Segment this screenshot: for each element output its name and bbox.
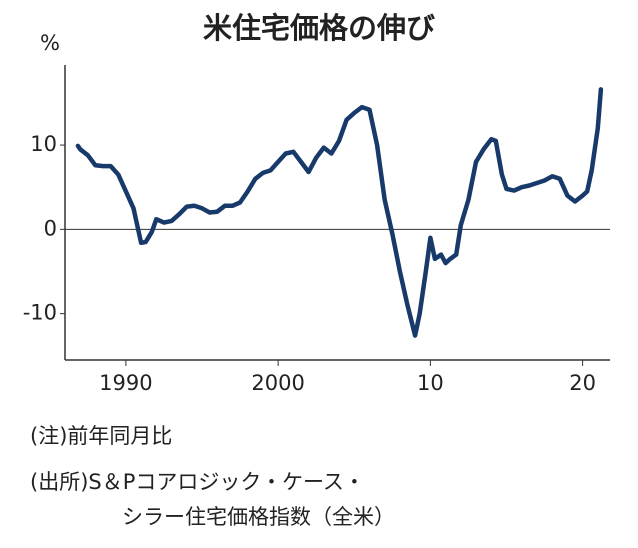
note: (注)前年同月比: [30, 424, 172, 448]
line: [75, 87, 604, 338]
x-tick-label: 1990: [99, 371, 152, 395]
y-unit: %: [40, 31, 60, 55]
y-tick-label: 10: [30, 132, 57, 156]
x-tick-label: 2000: [251, 371, 304, 395]
x-tick-label: 10: [417, 371, 444, 395]
x-tick-label: 20: [569, 371, 596, 395]
note: (出所)S＆Pコアロジック・ケース・: [30, 470, 365, 494]
y-tick-label: 0: [44, 216, 57, 240]
chart-title: 米住宅価格の伸び: [203, 11, 435, 45]
y-tick-label: -10: [23, 301, 57, 325]
note: シラー住宅価格指数（全米）: [122, 505, 395, 529]
